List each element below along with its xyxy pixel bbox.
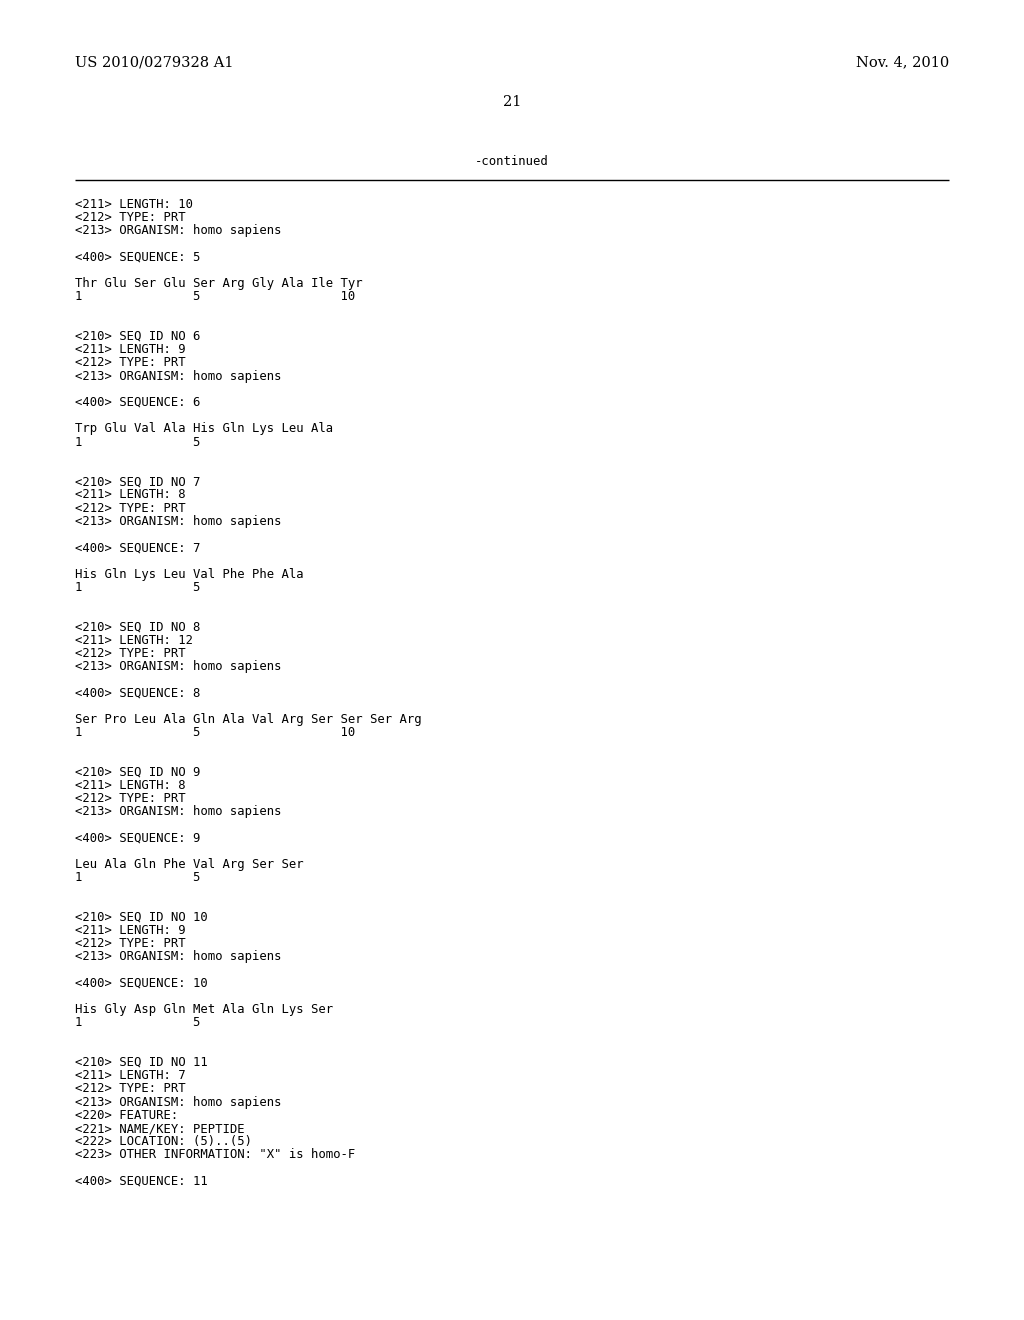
Text: <213> ORGANISM: homo sapiens: <213> ORGANISM: homo sapiens [75,950,282,964]
Text: <400> SEQUENCE: 9: <400> SEQUENCE: 9 [75,832,201,845]
Text: 1               5: 1 5 [75,581,201,594]
Text: <210> SEQ ID NO 6: <210> SEQ ID NO 6 [75,330,201,343]
Text: <213> ORGANISM: homo sapiens: <213> ORGANISM: homo sapiens [75,515,282,528]
Text: Ser Pro Leu Ala Gln Ala Val Arg Ser Ser Ser Arg: Ser Pro Leu Ala Gln Ala Val Arg Ser Ser … [75,713,422,726]
Text: <212> TYPE: PRT: <212> TYPE: PRT [75,937,185,950]
Text: <210> SEQ ID NO 7: <210> SEQ ID NO 7 [75,475,201,488]
Text: <400> SEQUENCE: 6: <400> SEQUENCE: 6 [75,396,201,409]
Text: <212> TYPE: PRT: <212> TYPE: PRT [75,211,185,224]
Text: <400> SEQUENCE: 10: <400> SEQUENCE: 10 [75,977,208,990]
Text: <212> TYPE: PRT: <212> TYPE: PRT [75,792,185,805]
Text: <400> SEQUENCE: 8: <400> SEQUENCE: 8 [75,686,201,700]
Text: <223> OTHER INFORMATION: "X" is homo-F: <223> OTHER INFORMATION: "X" is homo-F [75,1148,355,1162]
Text: <213> ORGANISM: homo sapiens: <213> ORGANISM: homo sapiens [75,1096,282,1109]
Text: <211> LENGTH: 10: <211> LENGTH: 10 [75,198,193,211]
Text: <400> SEQUENCE: 5: <400> SEQUENCE: 5 [75,251,201,264]
Text: <213> ORGANISM: homo sapiens: <213> ORGANISM: homo sapiens [75,370,282,383]
Text: <211> LENGTH: 7: <211> LENGTH: 7 [75,1069,185,1082]
Text: <400> SEQUENCE: 11: <400> SEQUENCE: 11 [75,1175,208,1188]
Text: <213> ORGANISM: homo sapiens: <213> ORGANISM: homo sapiens [75,660,282,673]
Text: <210> SEQ ID NO 8: <210> SEQ ID NO 8 [75,620,201,634]
Text: -continued: -continued [475,154,549,168]
Text: His Gln Lys Leu Val Phe Phe Ala: His Gln Lys Leu Val Phe Phe Ala [75,568,304,581]
Text: <220> FEATURE:: <220> FEATURE: [75,1109,178,1122]
Text: His Gly Asp Gln Met Ala Gln Lys Ser: His Gly Asp Gln Met Ala Gln Lys Ser [75,1003,333,1016]
Text: Nov. 4, 2010: Nov. 4, 2010 [856,55,949,69]
Text: 1               5                   10: 1 5 10 [75,726,355,739]
Text: <221> NAME/KEY: PEPTIDE: <221> NAME/KEY: PEPTIDE [75,1122,245,1135]
Text: Thr Glu Ser Glu Ser Arg Gly Ala Ile Tyr: Thr Glu Ser Glu Ser Arg Gly Ala Ile Tyr [75,277,362,290]
Text: 1               5: 1 5 [75,871,201,884]
Text: <213> ORGANISM: homo sapiens: <213> ORGANISM: homo sapiens [75,805,282,818]
Text: <212> TYPE: PRT: <212> TYPE: PRT [75,1082,185,1096]
Text: <400> SEQUENCE: 7: <400> SEQUENCE: 7 [75,541,201,554]
Text: Leu Ala Gln Phe Val Arg Ser Ser: Leu Ala Gln Phe Val Arg Ser Ser [75,858,304,871]
Text: <212> TYPE: PRT: <212> TYPE: PRT [75,647,185,660]
Text: US 2010/0279328 A1: US 2010/0279328 A1 [75,55,233,69]
Text: <211> LENGTH: 8: <211> LENGTH: 8 [75,779,185,792]
Text: <213> ORGANISM: homo sapiens: <213> ORGANISM: homo sapiens [75,224,282,238]
Text: 21: 21 [503,95,521,110]
Text: <210> SEQ ID NO 9: <210> SEQ ID NO 9 [75,766,201,779]
Text: <212> TYPE: PRT: <212> TYPE: PRT [75,502,185,515]
Text: <211> LENGTH: 9: <211> LENGTH: 9 [75,343,185,356]
Text: <222> LOCATION: (5)..(5): <222> LOCATION: (5)..(5) [75,1135,252,1148]
Text: <210> SEQ ID NO 11: <210> SEQ ID NO 11 [75,1056,208,1069]
Text: <211> LENGTH: 12: <211> LENGTH: 12 [75,634,193,647]
Text: 1               5: 1 5 [75,1016,201,1030]
Text: 1               5                   10: 1 5 10 [75,290,355,304]
Text: <211> LENGTH: 9: <211> LENGTH: 9 [75,924,185,937]
Text: Trp Glu Val Ala His Gln Lys Leu Ala: Trp Glu Val Ala His Gln Lys Leu Ala [75,422,333,436]
Text: <212> TYPE: PRT: <212> TYPE: PRT [75,356,185,370]
Text: <211> LENGTH: 8: <211> LENGTH: 8 [75,488,185,502]
Text: <210> SEQ ID NO 10: <210> SEQ ID NO 10 [75,911,208,924]
Text: 1               5: 1 5 [75,436,201,449]
